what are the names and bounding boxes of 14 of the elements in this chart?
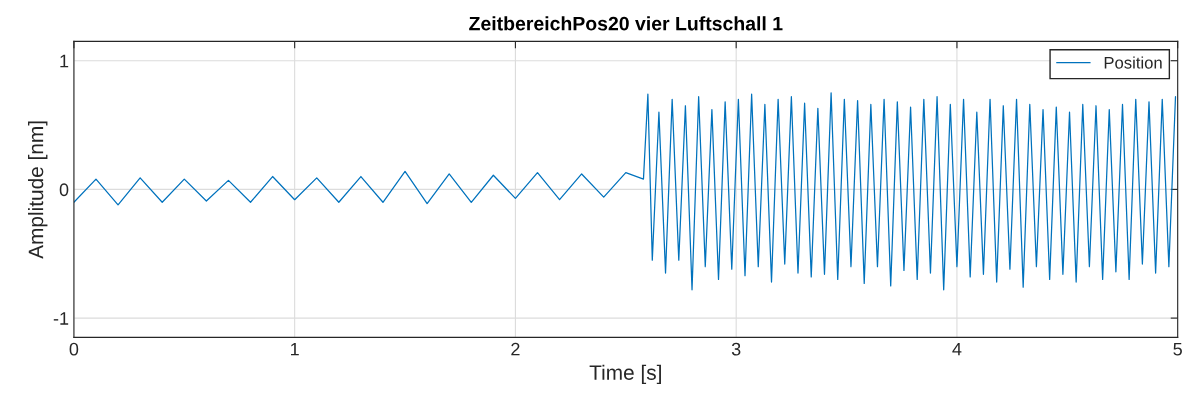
y-tick-label: -1 [53,312,69,325]
chart-title: ZeitbereichPos20 vier Luftschall 1 [469,16,783,31]
x-tick-label: 0 [69,342,79,356]
x-tick-label: 4 [952,342,962,356]
x-tick-label: 5 [1173,342,1182,356]
x-tick-label: 2 [511,342,520,356]
line-series [73,92,1177,291]
y-tick-label: 0 [59,183,69,197]
x-tick-label: 1 [291,342,299,356]
x-axis-title: Time [s] [589,364,661,385]
y-axis-title: Amplitude [nm] [28,121,48,259]
x-tick-label: 3 [731,342,741,356]
y-tick-label: 1 [60,54,69,68]
legend-label: Position [1104,56,1162,69]
